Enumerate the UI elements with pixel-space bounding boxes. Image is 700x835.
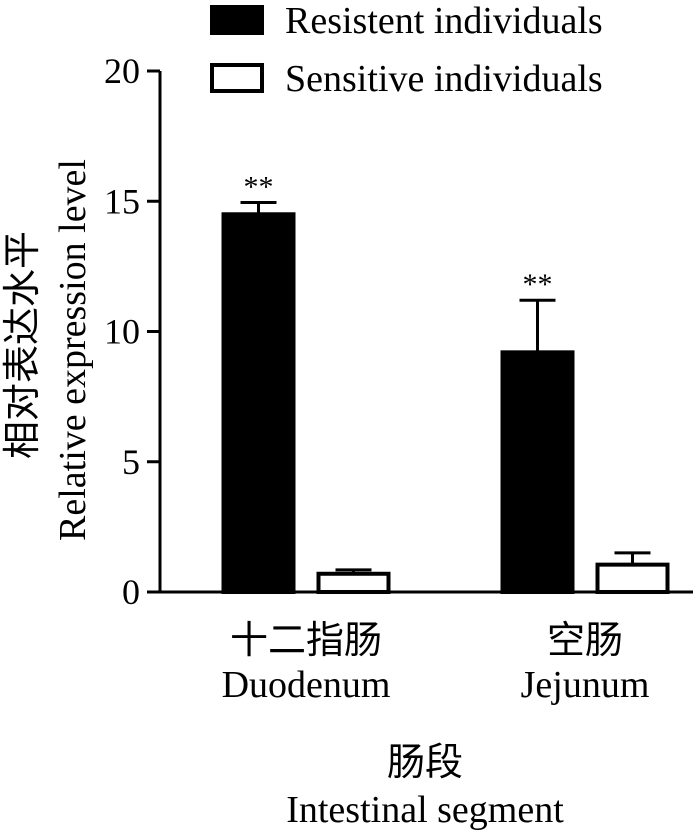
y-axis-title-cn: 相对表达水平 <box>2 231 44 459</box>
legend-label: Resistent individuals <box>285 0 603 42</box>
bar-resistent-duodenum <box>221 212 296 594</box>
bar-resistent-jejunum <box>500 350 575 594</box>
y-tick-label: 5 <box>122 442 140 482</box>
x-tick-label-cn: 十二指肠 <box>230 620 382 662</box>
y-tick-label: 20 <box>104 51 140 91</box>
x-axis-title-en: Intestinal segment <box>286 789 564 831</box>
legend-swatch <box>210 5 264 35</box>
y-axis-title-en: Relative expression level <box>52 159 94 541</box>
y-tick-label: 10 <box>104 312 140 352</box>
x-tick-label-en: Jejunum <box>521 664 650 706</box>
y-tick-label: 0 <box>122 572 140 612</box>
y-tick-label: 15 <box>104 181 140 221</box>
significance-label: ** <box>244 171 274 204</box>
bar-sensitive-duodenum <box>316 571 391 595</box>
x-tick-label-cn: 空肠 <box>547 620 623 662</box>
legend: Resistent individuals Sensitive individua… <box>210 0 603 100</box>
legend-label: Sensitive individuals <box>285 58 603 100</box>
bar-sensitive-jejunum <box>595 562 670 595</box>
x-tick-label-en: Duodenum <box>222 664 391 706</box>
significance-label: ** <box>523 268 553 301</box>
bars: ** ** <box>221 171 670 595</box>
legend-swatch <box>210 63 264 93</box>
y-axis: 0 5 10 15 20 <box>104 51 162 612</box>
x-axis-title-cn: 肠段 <box>387 742 463 784</box>
